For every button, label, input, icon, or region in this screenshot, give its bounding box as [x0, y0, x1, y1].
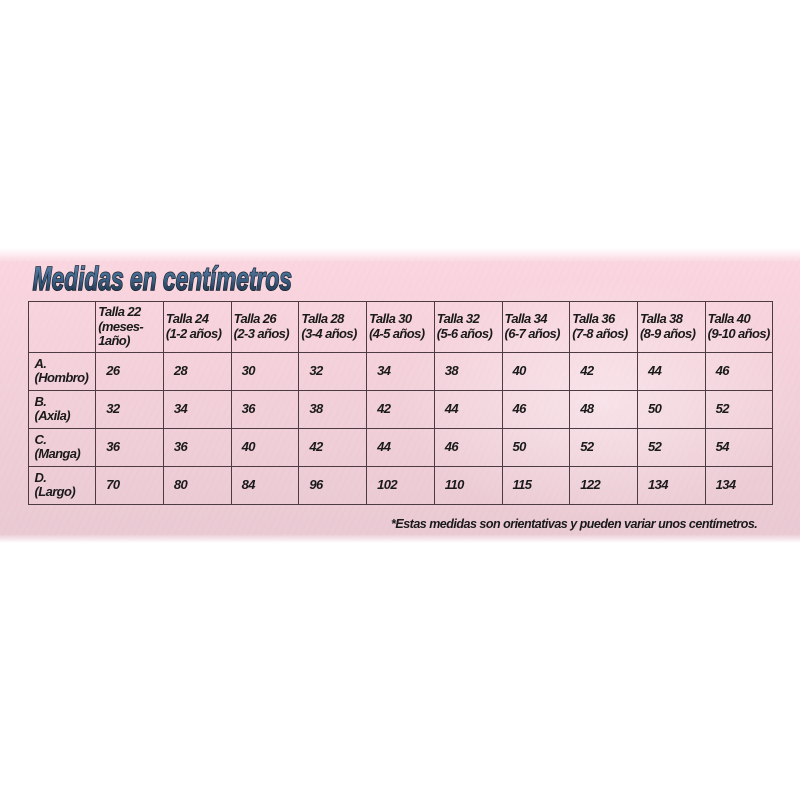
svg-text:Medidas en centímetros: Medidas en centímetros: [33, 261, 292, 298]
